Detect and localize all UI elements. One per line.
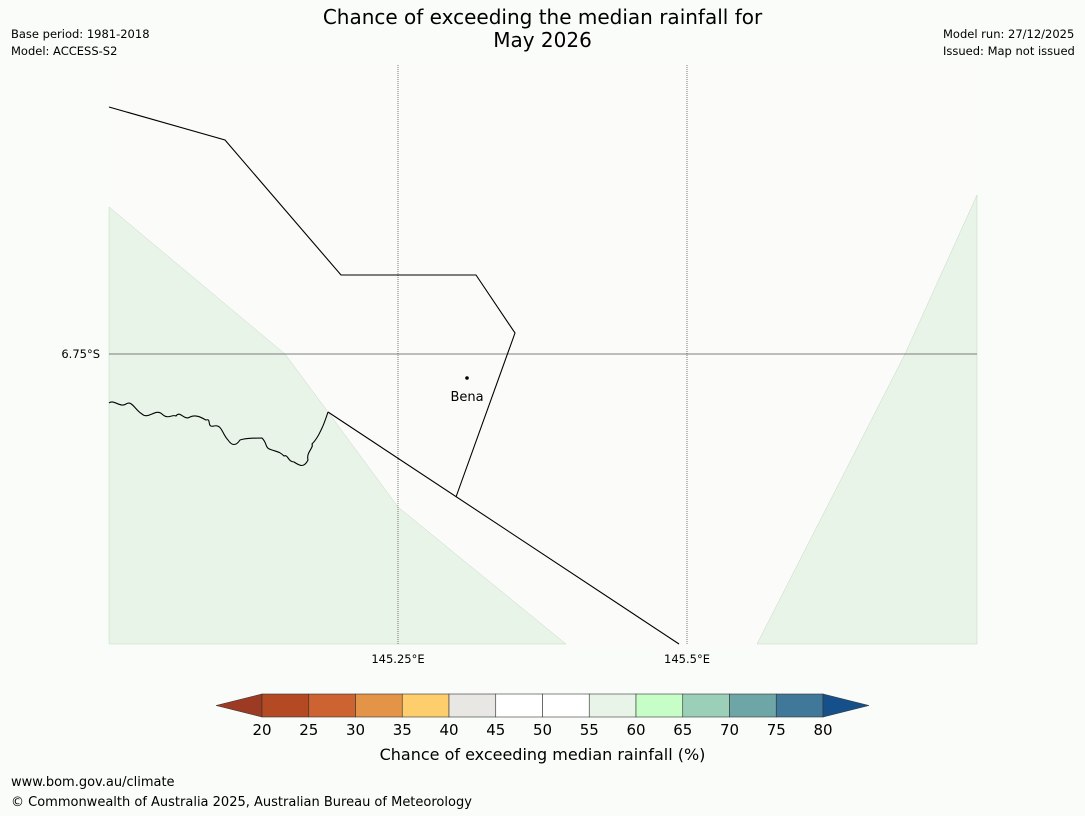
colorbar-swatch-50-55 <box>542 693 590 718</box>
colorbar-swatch-25-30 <box>308 693 356 718</box>
river-boundary <box>108 401 329 467</box>
title-line-1: Chance of exceeding the median rainfall … <box>322 5 763 29</box>
colorbar-swatch-60-65 <box>635 693 684 718</box>
lon-label-145-25e: 145.25°E <box>371 652 424 666</box>
meta-right: Model run: 27/12/2025 Issued: Map not is… <box>943 26 1075 60</box>
colorbar-tick-label: 75 <box>767 721 786 739</box>
colorbar-swatch-40-45 <box>448 693 497 718</box>
colorbar-extend-high <box>822 693 870 718</box>
model-name: Model: ACCESS-S2 <box>11 44 118 58</box>
colorbar-tick-label: 45 <box>486 721 505 739</box>
issued-status: Issued: Map not issued <box>943 44 1075 58</box>
colorbar-tick-label: 35 <box>393 721 412 739</box>
colorbar-extend-low <box>215 693 263 718</box>
colorbar-tick-label: 55 <box>580 721 599 739</box>
colorbar-tick-label: 70 <box>720 721 739 739</box>
map-title: Chance of exceeding the median rainfall … <box>0 6 1085 52</box>
colorbar-swatch-65-70 <box>682 693 730 718</box>
footer-copyright: © Commonwealth of Australia 2025, Austra… <box>11 795 472 810</box>
model-run: Model run: 27/12/2025 <box>943 27 1075 41</box>
colorbar-tick-label: 25 <box>299 721 318 739</box>
place-label-bena: Bena <box>450 390 483 405</box>
colorbar-tick-label: 20 <box>252 721 271 739</box>
colorbar-tick-label: 50 <box>533 721 552 739</box>
base-period: Base period: 1981-2018 <box>11 27 150 41</box>
province-boundary-south <box>327 411 680 645</box>
colorbar-swatch-55-60 <box>588 693 637 718</box>
colorbar-swatch-30-35 <box>355 693 403 718</box>
colorbar-label: Chance of exceeding median rainfall (%) <box>379 745 706 764</box>
colorbar-swatch-70-75 <box>729 693 777 718</box>
title-line-2: May 2026 <box>493 28 592 52</box>
colorbar-tick-label: 40 <box>439 721 458 739</box>
colorbar-tick-label: 65 <box>673 721 692 739</box>
meta-left: Base period: 1981-2018 Model: ACCESS-S2 <box>11 26 150 60</box>
colorbar-tick-label: 60 <box>626 721 645 739</box>
colorbar-swatch-75-80 <box>775 693 824 718</box>
colorbar-swatch-35-40 <box>401 693 450 718</box>
favour-wet-region-east <box>756 194 978 645</box>
province-boundary-north <box>108 106 516 498</box>
footer-site-link[interactable]: www.bom.gov.au/climate <box>11 775 175 790</box>
colorbar-tick-label: 30 <box>346 721 365 739</box>
lat-label-6-75s: 6.75°S <box>61 347 100 361</box>
colorbar-tick-label: 80 <box>813 721 832 739</box>
lon-label-145-5e: 145.5°E <box>664 652 710 666</box>
colorbar-swatch-20-25 <box>261 693 310 718</box>
place-marker-bena[interactable] <box>465 376 469 380</box>
colorbar-swatch-45-50 <box>495 693 543 718</box>
